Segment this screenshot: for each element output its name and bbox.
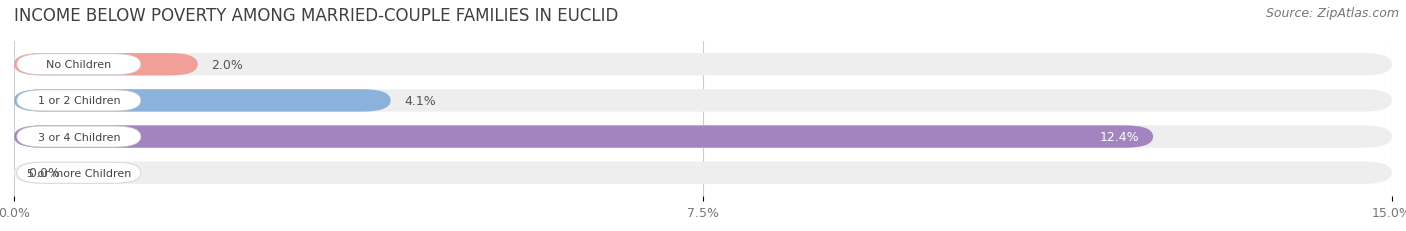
FancyBboxPatch shape [14, 54, 1392, 76]
FancyBboxPatch shape [14, 90, 391, 112]
Text: 1 or 2 Children: 1 or 2 Children [38, 96, 120, 106]
FancyBboxPatch shape [17, 163, 141, 183]
Text: 12.4%: 12.4% [1099, 131, 1139, 143]
Text: No Children: No Children [46, 60, 111, 70]
Text: 0.0%: 0.0% [28, 167, 60, 179]
FancyBboxPatch shape [14, 126, 1153, 148]
Text: 3 or 4 Children: 3 or 4 Children [38, 132, 120, 142]
FancyBboxPatch shape [14, 54, 198, 76]
FancyBboxPatch shape [17, 91, 141, 111]
FancyBboxPatch shape [17, 127, 141, 147]
Text: Source: ZipAtlas.com: Source: ZipAtlas.com [1265, 7, 1399, 20]
Text: INCOME BELOW POVERTY AMONG MARRIED-COUPLE FAMILIES IN EUCLID: INCOME BELOW POVERTY AMONG MARRIED-COUPL… [14, 7, 619, 25]
Text: 2.0%: 2.0% [211, 58, 243, 71]
FancyBboxPatch shape [14, 90, 1392, 112]
FancyBboxPatch shape [17, 55, 141, 75]
Text: 5 or more Children: 5 or more Children [27, 168, 131, 178]
Text: 4.1%: 4.1% [405, 94, 436, 107]
FancyBboxPatch shape [14, 162, 1392, 184]
FancyBboxPatch shape [14, 126, 1392, 148]
